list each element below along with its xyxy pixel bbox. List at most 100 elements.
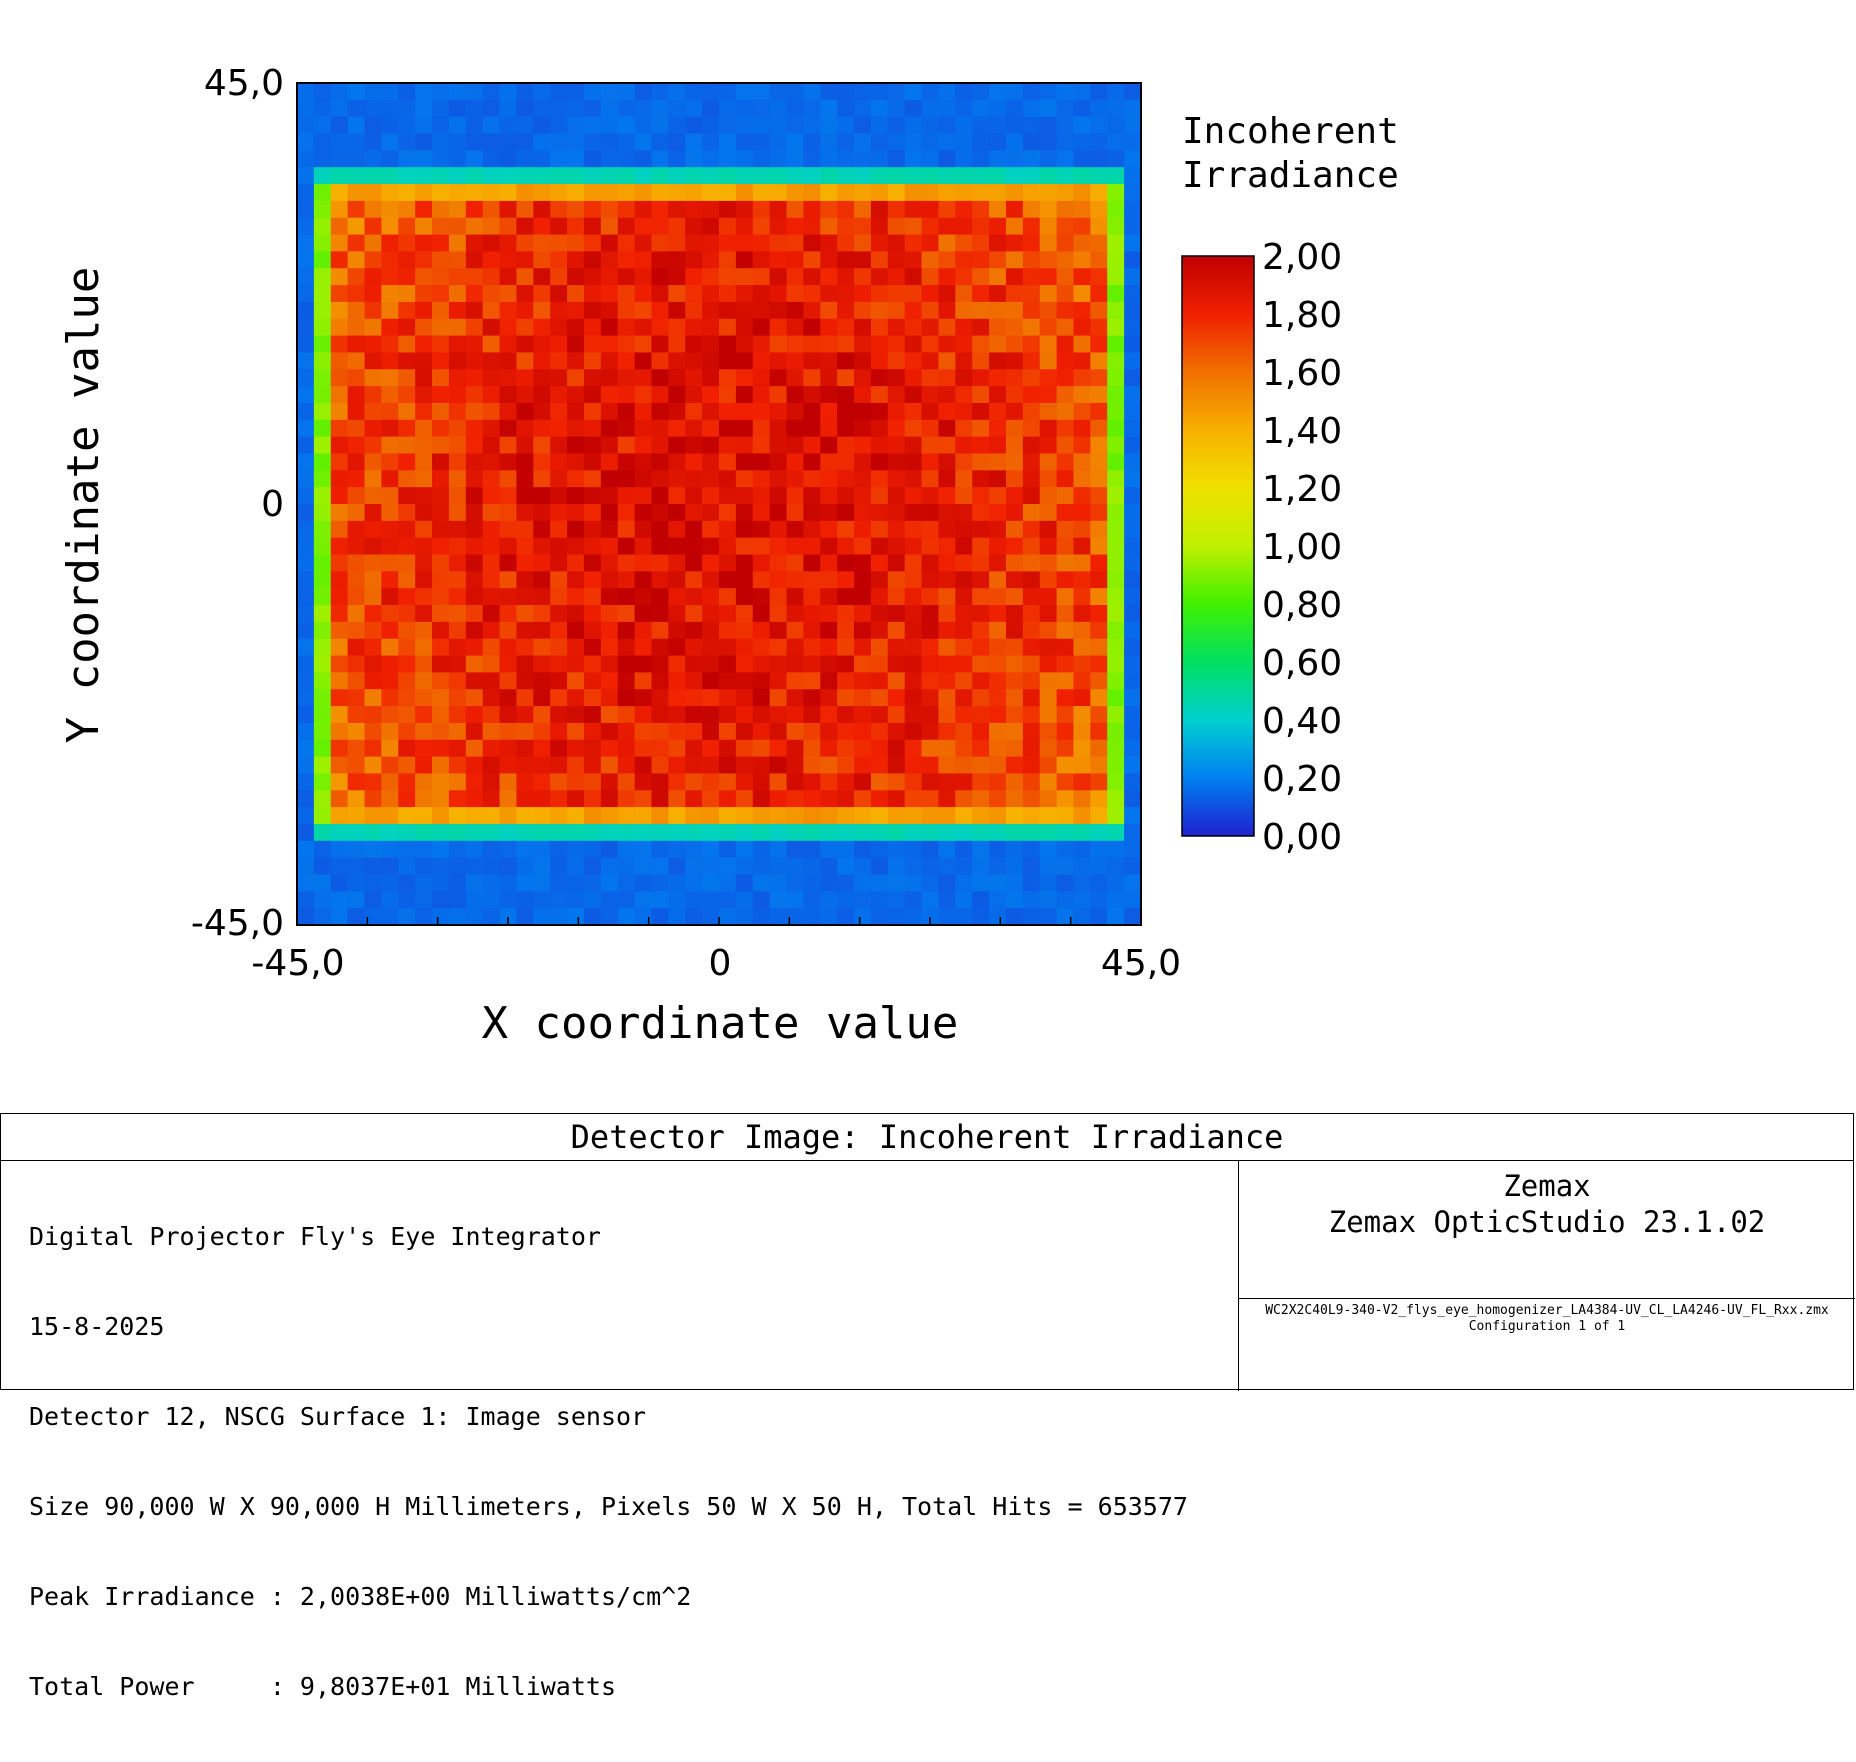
heatmap-cell (347, 285, 366, 303)
heatmap-cell (297, 470, 315, 488)
heatmap-cell (634, 285, 653, 303)
heatmap-cell (1056, 234, 1075, 252)
heatmap-cell (617, 200, 636, 219)
heatmap-cell (465, 722, 484, 741)
heatmap-cell (347, 369, 366, 387)
heatmap-cell (1005, 99, 1024, 118)
heatmap-cell (651, 352, 669, 370)
heatmap-cell (415, 301, 433, 320)
heatmap-cell (1039, 251, 1058, 269)
heatmap-cell (381, 150, 399, 168)
heatmap-cell (786, 335, 804, 354)
heatmap-cell (719, 706, 737, 724)
heatmap-cell (887, 605, 906, 623)
heatmap-cell (313, 840, 332, 859)
heatmap-cell (668, 672, 686, 690)
heatmap-cell (1056, 184, 1075, 202)
heatmap-cell (955, 83, 973, 101)
heatmap-cell (854, 99, 872, 118)
heatmap-cell (786, 807, 804, 825)
heatmap-cell (516, 554, 534, 572)
heatmap-cell (955, 706, 973, 724)
heatmap-cell (347, 520, 366, 539)
x-tick-label: -45,0 (251, 943, 344, 984)
heatmap-cell (854, 200, 872, 219)
heatmap-cell (567, 369, 585, 387)
heatmap-cell (904, 200, 923, 219)
heatmap-cell (685, 99, 703, 118)
heatmap-cell (600, 722, 619, 741)
heatmap-cell (600, 739, 619, 758)
heatmap-cell (482, 335, 501, 354)
heatmap-cell (769, 706, 788, 724)
heatmap-cell (550, 99, 568, 118)
heatmap-cell (837, 352, 855, 370)
heatmap-cell (870, 874, 889, 892)
heatmap-cell (854, 621, 872, 640)
heatmap-cell (735, 285, 754, 303)
heatmap-cell (972, 908, 990, 926)
heatmap-cell (1073, 571, 1091, 589)
heatmap-cell (381, 369, 399, 387)
heatmap-cell (634, 99, 653, 118)
heatmap-cell (904, 268, 923, 286)
heatmap-cell (837, 520, 855, 539)
heatmap-cell (1022, 722, 1041, 741)
heatmap-cell (347, 200, 366, 219)
heatmap-cell (938, 419, 956, 438)
heatmap-cell (533, 453, 551, 471)
heatmap-cell (567, 689, 585, 707)
heatmap-cell (854, 706, 872, 724)
heatmap-cell (972, 251, 990, 269)
heatmap-cell (786, 638, 804, 657)
heatmap-cell (617, 807, 636, 825)
heatmap-cell (820, 722, 838, 741)
heatmap-cell (854, 520, 872, 539)
heatmap-cell (381, 908, 399, 926)
heatmap-cell (702, 150, 720, 168)
heatmap-cell (1005, 184, 1024, 202)
heatmap-cell (1107, 99, 1125, 118)
heatmap-cell (854, 436, 872, 455)
heatmap-cell (769, 369, 788, 387)
heatmap-cell (1022, 706, 1041, 724)
heatmap-cell (499, 436, 518, 455)
heatmap-cell (415, 99, 433, 118)
heatmap-cell (550, 167, 568, 185)
heatmap-cell (854, 83, 872, 101)
heatmap-cell (803, 672, 821, 690)
heatmap-cell (347, 773, 366, 791)
heatmap-cell (719, 200, 737, 219)
heatmap-cell (432, 605, 450, 623)
heatmap-cell (415, 891, 433, 909)
heatmap-cell (685, 891, 703, 909)
heatmap-cell (854, 874, 872, 892)
heatmap-cell (786, 200, 804, 219)
heatmap-cell (887, 672, 906, 690)
heatmap-cell (499, 874, 518, 892)
heatmap-cell (381, 588, 399, 606)
heatmap-cell (1005, 251, 1024, 269)
heatmap-cell (313, 621, 332, 640)
heatmap-cell (854, 285, 872, 303)
heatmap-cell (381, 167, 399, 185)
heatmap-cell (752, 537, 771, 556)
heatmap-cell (1022, 453, 1041, 471)
heatmap-cell (1022, 419, 1041, 438)
heatmap-cell (1056, 285, 1075, 303)
heatmap-cell (567, 83, 585, 101)
heatmap-cell (702, 773, 720, 791)
heatmap-cell (398, 251, 416, 269)
heatmap-cell (685, 285, 703, 303)
heatmap-cell (870, 672, 889, 690)
heatmap-cell (837, 83, 855, 101)
heatmap-cell (1005, 722, 1024, 741)
heatmap-cell (516, 116, 534, 135)
heatmap-cell (887, 554, 906, 572)
heatmap-cell (651, 268, 669, 286)
heatmap-cell (381, 285, 399, 303)
heatmap-cell (415, 83, 433, 101)
heatmap-cell (516, 807, 534, 825)
heatmap-cell (1090, 369, 1108, 387)
heatmap-cell (617, 537, 636, 556)
